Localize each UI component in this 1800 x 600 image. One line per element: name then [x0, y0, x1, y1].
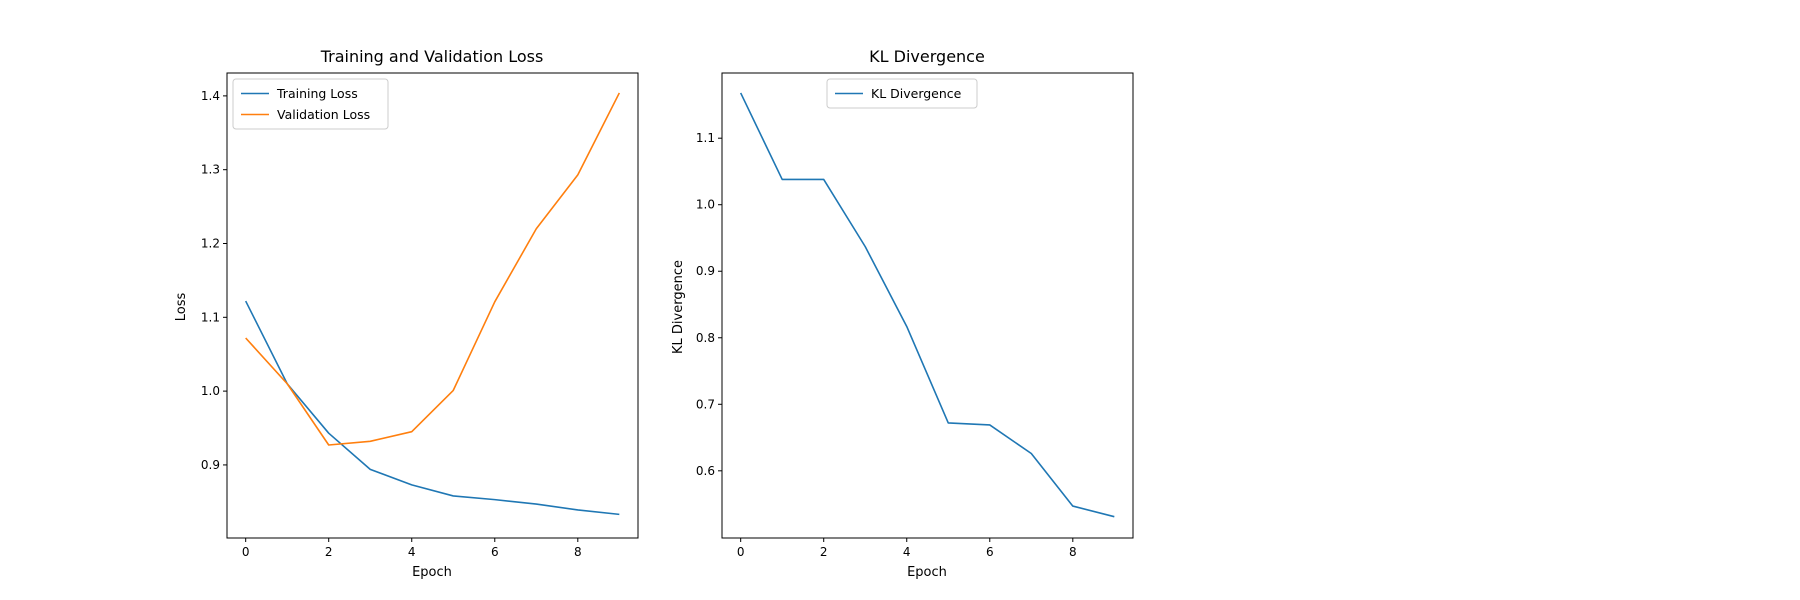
loss-chart-ytick-label: 1.2: [201, 237, 220, 251]
kl-chart-xlabel: Epoch: [907, 565, 947, 580]
kl-chart-title: KL Divergence: [869, 47, 985, 66]
loss-chart-ylabel: Loss: [174, 293, 189, 322]
loss-chart-ytick-label: 1.1: [201, 310, 220, 324]
kl-chart-axes-frame: [721, 72, 1134, 539]
loss-chart-legend: Training Loss Validation Loss: [232, 78, 389, 130]
kl-chart-ytick-label: 0.8: [696, 331, 715, 345]
kl-chart-series-0: [739, 92, 1115, 518]
loss-chart-xtick-label: 2: [325, 545, 333, 559]
kl-chart-ylabel: KL Divergence: [671, 260, 686, 354]
loss-chart-xtick-label: 6: [491, 545, 499, 559]
kl-chart-xtick-label: 2: [820, 545, 828, 559]
loss-chart-axes-frame: [226, 72, 639, 539]
loss-chart-ytick-label: 1.4: [201, 89, 220, 103]
loss-chart-xtick-label: 8: [574, 545, 582, 559]
loss-chart-series-1: [245, 92, 621, 446]
loss-chart-xtick-label: 4: [408, 545, 416, 559]
kl-chart-ytick-label: 1.1: [696, 131, 715, 145]
loss-chart-title: Training and Validation Loss: [320, 47, 544, 66]
kl-chart-xtick-label: 0: [737, 545, 745, 559]
loss-chart-legend-box: [232, 78, 389, 130]
loss-chart-legend-label: Training Loss: [276, 86, 358, 101]
kl-chart-ytick-label: 1.0: [696, 198, 715, 212]
kl-chart-ytick-label: 0.9: [696, 264, 715, 278]
loss-chart: Training and Validation Loss Epoch Loss …: [174, 47, 639, 580]
kl-chart-legend-box: [826, 78, 978, 109]
kl-chart-legend-label: KL Divergence: [871, 86, 962, 101]
kl-chart-ytick-label: 0.7: [696, 397, 715, 411]
kl-chart-xtick-label: 6: [986, 545, 994, 559]
kl-chart-xtick-label: 4: [903, 545, 911, 559]
kl-chart-ytick-label: 0.6: [696, 464, 715, 478]
loss-chart-legend-label: Validation Loss: [277, 107, 370, 122]
loss-chart-ytick-label: 0.9: [201, 458, 220, 472]
loss-chart-ytick-label: 1.3: [201, 163, 220, 177]
loss-chart-ytick-label: 1.0: [201, 384, 220, 398]
loss-chart-xlabel: Epoch: [412, 565, 452, 580]
loss-chart-series-0: [244, 300, 620, 516]
loss-chart-xtick-label: 0: [242, 545, 250, 559]
kl-chart-xtick-label: 8: [1069, 545, 1077, 559]
kl-chart: KL Divergence Epoch KL Divergence 0 2 4 6 8 0…: [671, 47, 1134, 580]
kl-chart-legend: KL Divergence: [826, 78, 978, 109]
